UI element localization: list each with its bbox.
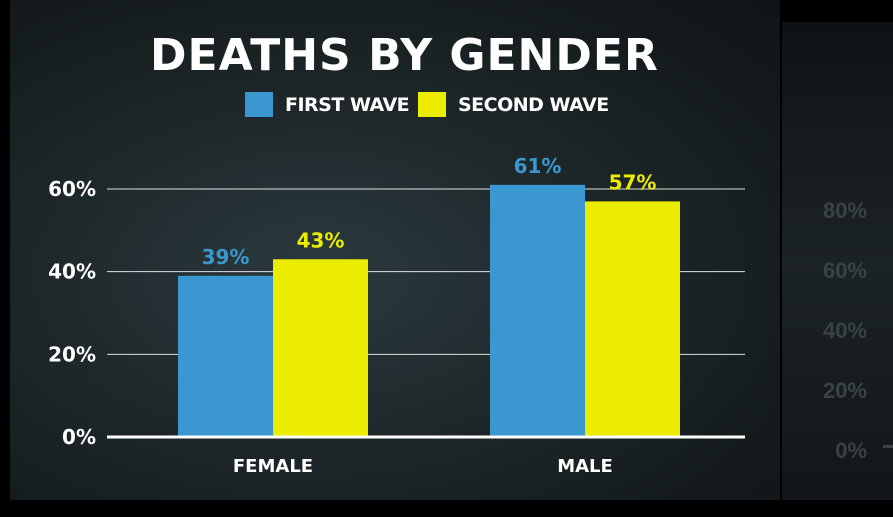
background-tick-label: 40%	[822, 318, 867, 343]
bar	[585, 201, 680, 437]
y-tick-label: 40%	[48, 260, 96, 284]
background-tick-label: 60%	[822, 258, 867, 283]
legend-item-second-wave: SECOND WAVE	[418, 92, 609, 117]
data-label: 39%	[202, 245, 250, 269]
legend-item-first-wave: FIRST WAVE	[245, 92, 410, 117]
legend-swatch-first-wave	[245, 92, 273, 117]
y-tick-label: 20%	[48, 342, 96, 366]
background-tick-label: 0%	[835, 438, 867, 463]
background-axis-tick	[883, 445, 893, 448]
y-tick-label: 0%	[62, 425, 96, 449]
chart-title: DEATHS BY GENDER	[150, 30, 659, 81]
background-chart: 80% 60% 40% 20% 0%	[782, 22, 893, 500]
data-label: 43%	[297, 228, 345, 252]
y-tick-label: 60%	[48, 177, 96, 201]
background-tick-label: 20%	[822, 378, 867, 403]
x-tick-label: FEMALE	[233, 456, 313, 477]
legend-swatch-second-wave	[418, 92, 446, 117]
bar	[490, 184, 585, 437]
bar	[178, 275, 273, 437]
x-tick-label: MALE	[557, 456, 613, 477]
data-label: 57%	[609, 170, 657, 194]
legend-label-second-wave: SECOND WAVE	[458, 93, 609, 116]
background-tick-label: 80%	[822, 198, 867, 223]
data-label: 61%	[514, 154, 562, 178]
legend-label-first-wave: FIRST WAVE	[285, 93, 410, 116]
bar	[273, 259, 368, 437]
